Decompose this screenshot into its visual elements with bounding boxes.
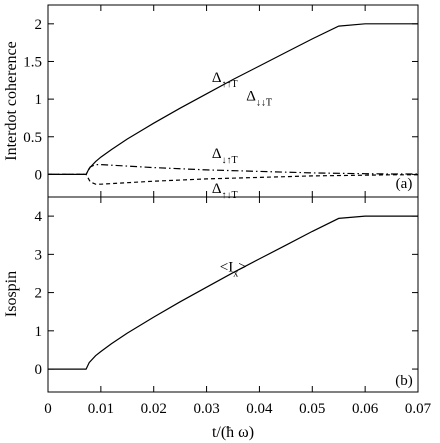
y-tick-label: 3: [35, 247, 43, 263]
y-tick-label: 0.5: [23, 130, 42, 146]
series-annotation: Δ↑↓T: [212, 181, 238, 201]
series-line-dashed: [48, 173, 418, 185]
y-tick-label: 0: [35, 167, 43, 183]
series-annotation: Δ↑↑T: [212, 70, 238, 90]
series-annotation: <Ix>: [220, 260, 247, 280]
x-tick-label: 0.07: [405, 401, 432, 417]
y-tick-label: 2: [35, 17, 43, 33]
x-tick-label: 0.04: [246, 401, 273, 417]
x-tick-label: 0.02: [141, 401, 167, 417]
plot-frame: [47, 196, 419, 393]
series-annotation: Δ↓↓T: [246, 89, 272, 109]
y-tick-label: 1: [35, 92, 43, 108]
series-line-solid: [48, 215, 418, 370]
x-tick-label: 0: [44, 401, 52, 417]
series-line-dashdot: [48, 164, 418, 175]
series-line-solid: [48, 23, 418, 175]
panel-a-interdot-coherence: 0 0.5 1 1.5 2 Δ↑↑T Δ↓↓T Δ↓↑T Δ↑↓T: [23, 4, 419, 201]
y-tick-label: 1.5: [23, 54, 42, 70]
x-tick-label: 0.05: [299, 401, 325, 417]
y-axis-label-b: Isospin: [3, 271, 20, 317]
series-annotation: Δ↓↑T: [212, 146, 238, 166]
x-tick-label: 0.01: [88, 401, 114, 417]
x-tick-label: 0.06: [352, 401, 379, 417]
y-axis-label-a: Interdot coherence: [3, 41, 20, 160]
panel-label-a: (a): [396, 176, 413, 192]
y-tick-label: 0: [35, 362, 43, 378]
panel-label-b: (b): [395, 373, 413, 389]
y-tick-label: 2: [35, 286, 43, 302]
x-axis-label: t/(ħ ω): [212, 424, 254, 441]
x-tick-label: 0.03: [193, 401, 219, 417]
y-tick-label: 1: [35, 324, 43, 340]
plot-frame: [47, 4, 419, 198]
panel-b-isospin: 0 1 2 3 4 <Ix> 0 0.01 0.02 0.03 0.04 0.05 0.06 0.07: [35, 196, 432, 417]
y-tick-label: 4: [35, 209, 43, 225]
